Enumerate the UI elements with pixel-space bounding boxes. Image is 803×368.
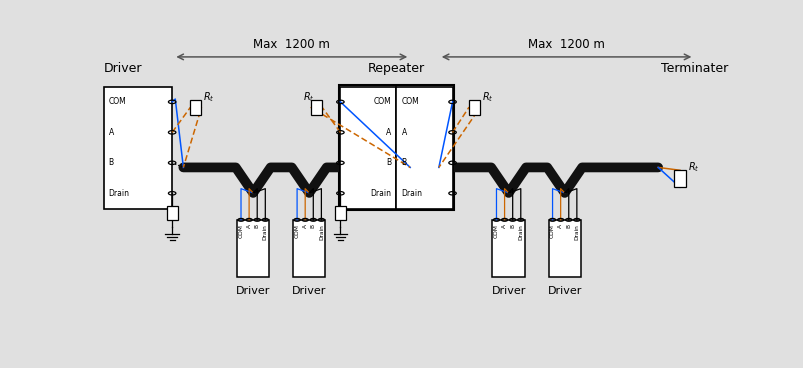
Text: COM: COM: [373, 98, 391, 106]
Bar: [468, 100, 479, 115]
Text: B: B: [401, 158, 406, 167]
Bar: [334, 206, 345, 220]
Text: Drain: Drain: [401, 189, 422, 198]
Text: $R_t$: $R_t$: [203, 90, 214, 104]
Bar: [311, 100, 322, 115]
Text: Max  1200 m: Max 1200 m: [528, 38, 605, 51]
Text: A: A: [501, 224, 507, 229]
Text: $R_t$: $R_t$: [481, 90, 493, 104]
Text: A: A: [401, 128, 406, 137]
Bar: [104, 87, 172, 209]
Bar: [338, 85, 454, 210]
Bar: [674, 170, 685, 187]
Text: Drain: Drain: [370, 189, 391, 198]
Text: A: A: [302, 224, 308, 229]
Text: A: A: [557, 224, 562, 229]
Text: Driver: Driver: [491, 286, 525, 297]
Text: COM: COM: [549, 224, 554, 238]
Text: Drain: Drain: [319, 224, 324, 240]
Bar: [292, 220, 325, 276]
Text: A: A: [247, 224, 251, 229]
Text: B: B: [565, 224, 571, 229]
Text: COM: COM: [108, 98, 126, 106]
Text: COM: COM: [294, 224, 300, 238]
Text: Drain: Drain: [108, 189, 129, 198]
Text: Max  1200 m: Max 1200 m: [253, 38, 330, 51]
Text: B: B: [255, 224, 259, 229]
Text: $R_t$: $R_t$: [687, 160, 699, 174]
Bar: [396, 87, 452, 209]
Bar: [237, 220, 269, 276]
Text: Drain: Drain: [263, 224, 267, 240]
Text: $R_t$: $R_t$: [303, 90, 314, 104]
Text: Driver: Driver: [547, 286, 581, 297]
Text: B: B: [386, 158, 391, 167]
Text: COM: COM: [493, 224, 499, 238]
Bar: [166, 206, 177, 220]
Text: Driver: Driver: [104, 62, 142, 75]
Bar: [548, 220, 581, 276]
Text: Terminater: Terminater: [661, 62, 728, 75]
Bar: [491, 220, 524, 276]
Text: Driver: Driver: [291, 286, 326, 297]
Text: Drain: Drain: [518, 224, 523, 240]
Text: Drain: Drain: [573, 224, 579, 240]
Text: B: B: [108, 158, 113, 167]
Text: B: B: [510, 224, 515, 229]
Text: Driver: Driver: [235, 286, 270, 297]
Bar: [340, 87, 396, 209]
Text: Repeater: Repeater: [368, 62, 425, 75]
Text: B: B: [311, 224, 316, 229]
Text: A: A: [385, 128, 391, 137]
Text: A: A: [108, 128, 114, 137]
Text: COM: COM: [238, 224, 243, 238]
Text: COM: COM: [401, 98, 418, 106]
Bar: [190, 100, 202, 115]
